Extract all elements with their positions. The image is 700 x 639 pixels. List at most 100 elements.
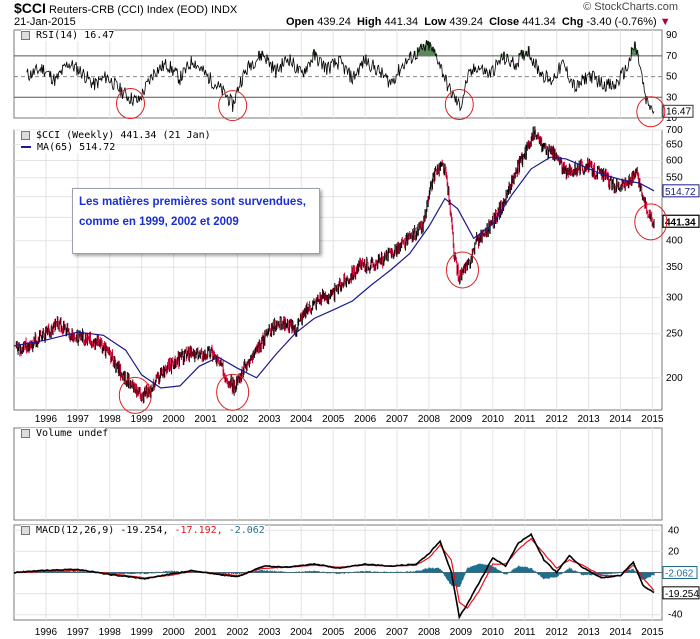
x-tick-macd-2000: 2000 [162, 627, 185, 638]
oversold-circle-price-3 [445, 251, 479, 289]
price-y-tick-300: 300 [666, 293, 683, 304]
rsi-y-tick-70: 70 [666, 51, 678, 62]
index-name: Reuters-CRB (CCI) Index (EOD) [48, 4, 208, 16]
ohlc-readout: Open 439.24 High 441.34 Low 439.24 Close… [286, 16, 671, 28]
open-value: 439.24 [317, 16, 351, 28]
ma-tag-text: 514.72 [665, 187, 696, 198]
macd-panel-label: MACD(12,26,9) -19.254, -17.192, -2.062 [21, 525, 265, 536]
rsi-tag-box [662, 104, 694, 118]
high-label: High [356, 16, 382, 28]
watermark: © StockCharts.com [583, 1, 678, 13]
x-tick-price-2000: 2000 [162, 414, 185, 425]
histogram-label-text: -2.062 [222, 525, 265, 536]
x-tick-price-2005: 2005 [322, 414, 345, 425]
annotation-box: Les matières premières sont survendues, … [72, 188, 320, 254]
rsi-tag-text: 16.47 [666, 106, 691, 117]
ma-line [13, 156, 655, 389]
histogram-tag-box [662, 566, 698, 579]
x-tick-macd-2013: 2013 [577, 627, 600, 638]
price-panel-frame [13, 129, 663, 411]
x-tick-macd-1997: 1997 [67, 627, 90, 638]
volume-legend-icon [21, 428, 30, 438]
rsi-y-tick-50: 50 [666, 72, 678, 83]
x-tick-macd-2009: 2009 [450, 627, 473, 638]
x-tick-macd-2014: 2014 [609, 627, 632, 638]
ma-last-value-tag: 514.72 [662, 184, 700, 198]
histogram-last-value-tag: -2.062 [662, 566, 698, 580]
x-tick-price-1999: 1999 [131, 414, 154, 425]
ma-panel-label: MA(65) 514.72 [21, 142, 116, 153]
rsi-panel-label: RSI(14) 16.47 [21, 30, 115, 41]
x-tick-price-2012: 2012 [546, 414, 569, 425]
price-y-tick-550: 550 [666, 173, 683, 184]
macd-tag-box [662, 586, 700, 600]
price-bars [15, 126, 655, 404]
vol-panel-frame [13, 427, 663, 521]
x-tick-macd-2005: 2005 [322, 627, 345, 638]
x-tick-macd-2008: 2008 [418, 627, 441, 638]
histogram-tag-text: -2.062 [665, 569, 694, 580]
rsi-label-text: RSI(14) 16.47 [36, 30, 115, 41]
oversold-circle-rsi-4 [636, 96, 666, 128]
oversold-circle-price-4 [634, 203, 668, 241]
ma-tag-box [662, 184, 700, 198]
volume-label-text: Volume undef [36, 428, 109, 439]
macd-line [13, 532, 655, 620]
signal-label-text: -17.192, [168, 525, 223, 536]
ma-legend-icon [21, 146, 31, 148]
oversold-circle-rsi-2 [218, 90, 248, 122]
x-tick-price-2004: 2004 [290, 414, 313, 425]
price-y-tick-700: 700 [666, 125, 683, 136]
x-tick-macd-1998: 1998 [99, 627, 122, 638]
x-tick-price-2011: 2011 [514, 414, 536, 425]
x-tick-price-2008: 2008 [418, 414, 441, 425]
x-tick-price-2006: 2006 [354, 414, 377, 425]
x-tick-price-2007: 2007 [386, 414, 409, 425]
x-tick-price-2001: 2001 [194, 414, 217, 425]
rsi-line [26, 40, 655, 115]
date-label: 21-Jan-2015 [14, 16, 76, 28]
x-tick-price-2002: 2002 [226, 414, 249, 425]
close-value: 441.34 [522, 16, 556, 28]
annotation-line-2: comme en 1999, 2002 et 2009 [79, 216, 239, 228]
oversold-circle-rsi-1 [116, 88, 146, 120]
macd-y-tick-40: 40 [668, 525, 680, 536]
x-tick-price-1998: 1998 [99, 414, 122, 425]
price-tag-box [662, 214, 700, 228]
x-tick-price-2010: 2010 [482, 414, 505, 425]
rsi-panel-frame [13, 29, 663, 119]
oversold-circle-price-1 [118, 376, 152, 414]
x-tick-price-2009: 2009 [450, 414, 473, 425]
volume-panel-label: Volume undef [21, 428, 109, 439]
chg-label: Chg [561, 16, 584, 28]
x-tick-macd-2012: 2012 [546, 627, 569, 638]
x-tick-macd-2002: 2002 [226, 627, 249, 638]
x-tick-macd-1996: 1996 [35, 627, 58, 638]
price-panel-label: $CCI (Weekly) 441.34 (21 Jan) [21, 130, 211, 141]
oversold-circle-price-2 [216, 373, 250, 411]
signal-line [13, 537, 655, 609]
x-tick-macd-2001: 2001 [194, 627, 217, 638]
macd-legend-icon [21, 525, 30, 535]
rsi-legend-icon [21, 30, 30, 40]
x-tick-macd-2011: 2011 [514, 627, 536, 638]
low-value: 439.24 [449, 16, 483, 28]
x-tick-macd-2004: 2004 [290, 627, 313, 638]
x-tick-macd-2015: 2015 [641, 627, 664, 638]
price-last-value-tag: 441.34 [662, 214, 700, 228]
x-tick-macd-2010: 2010 [482, 627, 505, 638]
macd-tag-text: -19.254 [665, 589, 699, 600]
rsi-y-tick-90: 90 [666, 30, 678, 41]
price-y-tick-350: 350 [666, 262, 683, 273]
x-tick-macd-2006: 2006 [354, 627, 377, 638]
open-label: Open [286, 16, 315, 28]
annotation-line-1: Les matières premières sont survendues, [79, 196, 306, 208]
price-y-tick-600: 600 [666, 155, 683, 166]
price-tag-text: 441.34 [665, 217, 696, 228]
x-tick-price-2014: 2014 [609, 414, 632, 425]
x-tick-macd-2003: 2003 [258, 627, 281, 638]
x-tick-price-2015: 2015 [641, 414, 664, 425]
close-label: Close [489, 16, 520, 28]
